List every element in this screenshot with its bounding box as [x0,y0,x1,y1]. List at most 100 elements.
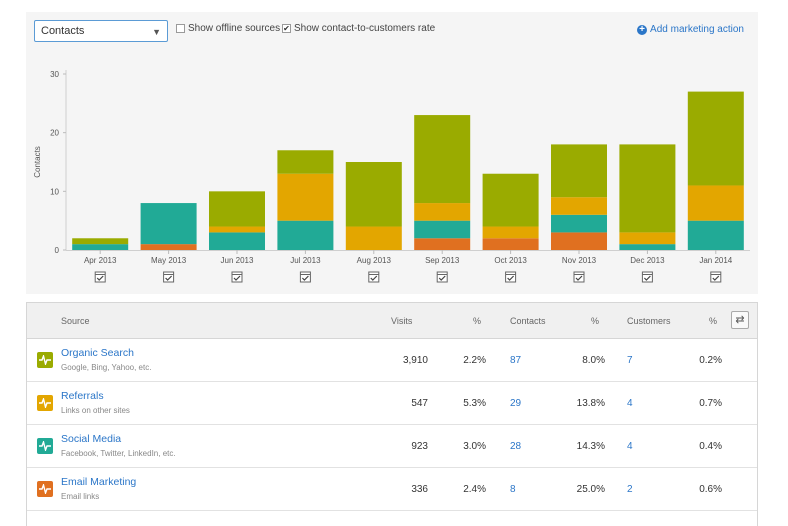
contacts-link[interactable]: 8 [510,484,516,495]
header-customers: Customers [627,316,671,326]
stacked-bar-chart: 0 10 20 30 Contacts Apr 2013 May 2013 Jun 2013 J… [33,70,750,283]
show-offline-label: Show offline sources [188,23,281,34]
swap-columns-icon[interactable]: ⇄ [731,311,749,329]
sources-table: Source Visits % Contacts % Customers % ⇄… [26,302,758,526]
header-visits-pct: % [473,316,482,326]
table-row: Email Marketing Email links 336 2.4% 8 2… [27,468,757,511]
bar-segment-referrals[interactable] [482,226,539,239]
metric-select[interactable]: Contacts ▼ [34,20,168,42]
contacts-link[interactable]: 87 [510,355,522,366]
chevron-down-icon: ▼ [152,27,161,37]
table-row: Organic Search Google, Bing, Yahoo, etc.… [27,339,757,382]
checkbox-box [176,24,185,33]
bar-segment-social[interactable] [551,214,607,233]
source-name-link[interactable]: Referrals [61,390,104,402]
bar-segment-social[interactable] [687,220,744,250]
contacts-link[interactable]: 29 [510,398,522,409]
activity-icon [37,395,53,411]
bar-segment-referrals[interactable] [277,173,334,221]
bar-segment-email[interactable] [482,238,539,250]
bar-segment-organic[interactable] [345,162,402,227]
header-contacts: Contacts [510,316,546,326]
calendar-check-icon[interactable] [163,271,175,283]
calendar-check-icon[interactable] [573,271,585,283]
calendar-check-icon[interactable] [641,271,653,283]
calendar-check-icon[interactable] [94,271,106,283]
header-customers-pct: % [709,316,718,326]
metric-select-value: Contacts [41,25,85,37]
customers-link[interactable]: 4 [627,398,633,409]
check-icon: ✔ [282,24,291,33]
bar-segment-referrals[interactable] [551,197,607,215]
contacts-pct-value: 25.0% [576,484,605,495]
bar-segment-referrals[interactable] [619,232,676,245]
calendar-check-icon[interactable] [368,271,380,283]
bar-segment-social[interactable] [140,203,197,245]
add-marketing-action-label: Add marketing action [650,24,744,35]
bar-segment-organic[interactable] [551,144,607,198]
contacts-pct-value: 13.8% [576,398,605,409]
visits-value: 923 [411,441,428,452]
bar-segment-referrals[interactable] [687,185,744,221]
bar-segment-social[interactable] [414,220,471,239]
bar-segment-referrals[interactable] [414,203,471,221]
show-rate-label: Show contact-to-customers rate [294,23,436,34]
x-tick-label: Aug 2013 [357,256,392,265]
header-contacts-pct: % [591,316,600,326]
add-marketing-action-link[interactable]: + Add marketing action [637,24,744,35]
plus-circle-icon: + [637,24,648,35]
visits-pct-value: 5.3% [463,398,486,409]
bar-segment-email[interactable] [551,232,607,250]
calendar-check-icon[interactable] [505,271,517,283]
calendar-check-icon[interactable] [299,271,311,283]
visits-pct-value: 2.4% [463,484,486,495]
customers-link[interactable]: 7 [627,355,633,366]
source-name-link[interactable]: Email Marketing [61,476,137,488]
x-tick-label: Apr 2013 [84,256,117,265]
table-row: Referrals Links on other sites 547 5.3% … [27,382,757,425]
visits-pct-value: 2.2% [463,355,486,366]
show-rate-checkbox[interactable]: ✔ Show contact-to-customers rate [282,23,435,34]
bar-segment-organic[interactable] [619,144,676,233]
bar-segment-organic[interactable] [482,173,539,227]
activity-icon [37,352,53,368]
chart-panel: 0 10 20 30 Contacts Apr 2013 May 2013 Jun 2013 J… [26,12,758,294]
source-name-link[interactable]: Social Media [61,433,122,445]
source-description: Links on other sites [61,406,130,415]
x-tick-label: Dec 2013 [630,256,665,265]
contacts-pct-value: 8.0% [582,355,605,366]
customers-link[interactable]: 4 [627,441,633,452]
bar-segment-email[interactable] [414,238,471,250]
bar-segment-referrals[interactable] [345,226,402,250]
bar-segment-social[interactable] [277,220,334,250]
bar-segment-organic[interactable] [687,91,744,186]
source-description: Email links [61,492,100,501]
bar-segment-organic[interactable] [277,150,334,174]
show-offline-checkbox[interactable]: Show offline sources [176,23,280,34]
calendar-check-icon[interactable] [436,271,448,283]
bar-segment-referrals[interactable] [209,226,265,233]
visits-value: 3,910 [402,355,428,366]
x-tick-label: Nov 2013 [562,256,597,265]
x-tick-label: Sep 2013 [425,256,460,265]
calendar-check-icon[interactable] [231,271,243,283]
calendar-check-icon[interactable] [710,271,722,283]
customers-pct-value: 0.4% [699,441,722,452]
bar-segment-organic[interactable] [72,238,129,245]
bar-segment-social[interactable] [209,232,265,250]
source-name-link[interactable]: Organic Search [61,347,134,359]
customers-link[interactable]: 2 [627,484,633,495]
contacts-pct-value: 14.3% [576,441,605,452]
bar-segment-social[interactable] [72,244,129,250]
table-row: Social Media Facebook, Twitter, LinkedIn… [27,425,757,468]
bar-segment-organic[interactable] [209,191,265,227]
visits-pct-value: 3.0% [463,441,486,452]
header-source: Source [61,316,90,326]
customers-pct-value: 0.6% [699,484,722,495]
bar-segment-email[interactable] [140,244,197,250]
bar-segment-organic[interactable] [414,115,471,204]
contacts-link[interactable]: 28 [510,441,522,452]
source-description: Google, Bing, Yahoo, etc. [61,363,152,372]
x-tick-label: Jul 2013 [290,256,321,265]
bar-segment-social[interactable] [619,244,676,250]
